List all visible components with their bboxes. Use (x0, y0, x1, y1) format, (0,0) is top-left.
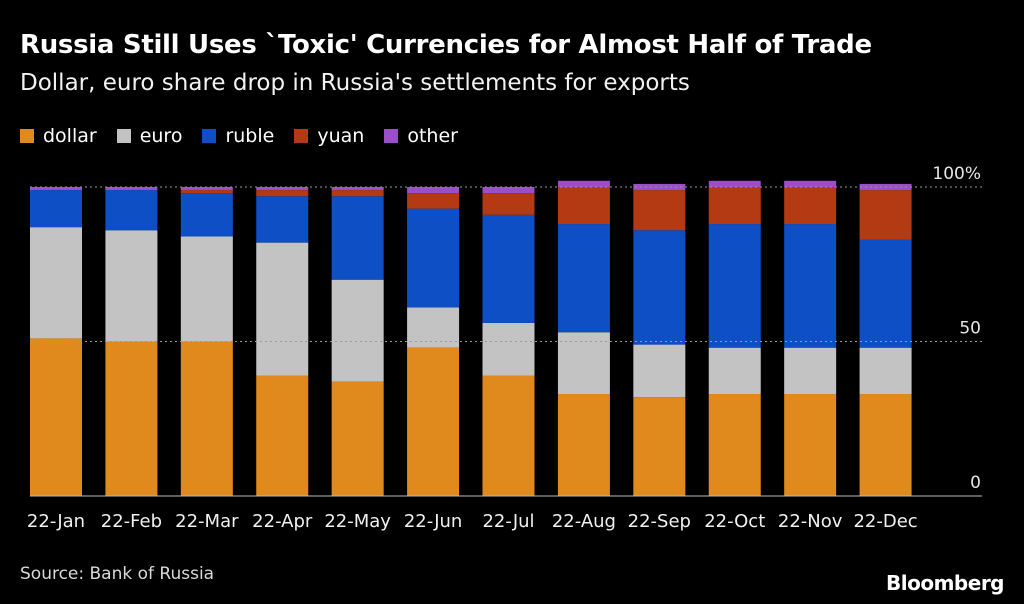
bar-dollar-22-Jan (30, 338, 82, 496)
x-tick-label-22-Jan: 22-Jan (27, 511, 85, 532)
legend-swatch-yuan (294, 129, 309, 143)
bar-euro-22-Dec (859, 347, 912, 395)
x-tick-label-22-Jun: 22-Jun (404, 511, 463, 532)
x-tick-label-22-Jul: 22-Jul (482, 511, 534, 532)
x-tick-label-22-Apr: 22-Apr (252, 511, 313, 532)
legend-swatch-euro (116, 129, 131, 143)
bar-euro-22-Apr (256, 242, 309, 376)
legend: dollar euro ruble yuan other (20, 125, 458, 147)
bar-dollar-22-Nov (784, 394, 837, 496)
bar-ruble-22-Jul (482, 214, 535, 323)
bar-yuan-22-Nov (784, 187, 837, 225)
legend-item-other: other (384, 125, 458, 147)
bar-dollar-22-Jun (407, 347, 460, 496)
legend-swatch-ruble (202, 129, 217, 143)
x-tick-label-22-Sep: 22-Sep (628, 511, 691, 532)
bar-yuan-22-Dec (859, 190, 912, 240)
bar-ruble-22-Aug (557, 224, 610, 333)
bar-other-22-Nov (784, 180, 837, 187)
bar-other-22-May (331, 187, 384, 191)
legend-label-other: other (407, 125, 458, 147)
bar-ruble-22-Mar (180, 193, 233, 237)
legend-label-ruble: ruble (225, 125, 275, 147)
x-tick-label-22-Mar: 22-Mar (175, 511, 239, 532)
legend-label-dollar: dollar (43, 125, 97, 147)
bar-ruble-22-Feb (105, 190, 158, 231)
bar-other-22-Oct (708, 180, 761, 187)
bar-dollar-22-Feb (105, 341, 158, 496)
legend-item-ruble: ruble (202, 125, 274, 147)
bar-euro-22-Feb (105, 230, 158, 342)
bar-yuan-22-Oct (708, 187, 761, 225)
bar-other-22-Jan (30, 187, 82, 191)
bar-euro-22-Jan (30, 227, 82, 339)
bar-dollar-22-Oct (708, 394, 761, 496)
x-tick-label-22-Feb: 22-Feb (101, 511, 162, 532)
bar-euro-22-Mar (180, 236, 233, 342)
x-tick-label-22-Dec: 22-Dec (853, 511, 917, 532)
bar-yuan-22-Sep (633, 190, 686, 231)
legend-swatch-dollar (20, 129, 34, 143)
legend-label-yuan: yuan (317, 125, 365, 147)
bar-yuan-22-Jul (482, 193, 535, 215)
bar-other-22-Jul (482, 187, 535, 194)
bar-other-22-Aug (557, 180, 610, 187)
bar-yuan-22-Jun (407, 193, 460, 209)
bar-ruble-22-Apr (256, 196, 309, 243)
legend-label-euro: euro (139, 125, 183, 147)
bar-other-22-Mar (180, 187, 233, 191)
bar-ruble-22-Sep (633, 230, 686, 345)
x-tick-label-22-Oct: 22-Oct (704, 511, 765, 532)
y-tick-label-0: 0 (970, 473, 981, 493)
bar-dollar-22-May (331, 381, 384, 496)
bar-ruble-22-Dec (859, 239, 912, 348)
bar-yuan-22-May (331, 190, 384, 197)
bar-dollar-22-Jul (482, 375, 535, 496)
y-tick-label-50: 50 (959, 319, 981, 339)
source-note: Source: Bank of Russia (20, 564, 215, 584)
bar-ruble-22-Jun (407, 208, 460, 308)
x-tick-label-22-May: 22-May (324, 511, 391, 532)
bar-ruble-22-Oct (708, 224, 761, 348)
bar-dollar-22-Aug (557, 394, 610, 496)
bar-other-22-Apr (256, 187, 309, 191)
bar-dollar-22-Apr (256, 375, 309, 496)
bloomberg-logo: Bloomberg (886, 571, 1004, 595)
bar-dollar-22-Sep (633, 397, 686, 496)
bar-euro-22-May (331, 279, 384, 382)
y-tick-label-100: 100% (932, 164, 981, 184)
x-tick-label-22-Aug: 22-Aug (552, 511, 616, 532)
bar-euro-22-Oct (708, 347, 761, 395)
legend-item-dollar: dollar (20, 125, 97, 147)
bar-dollar-22-Mar (180, 341, 233, 496)
bar-euro-22-Jun (407, 307, 460, 348)
bar-ruble-22-May (331, 196, 384, 280)
bar-yuan-22-Aug (557, 187, 610, 225)
legend-item-euro: euro (116, 125, 183, 147)
legend-swatch-other (384, 129, 399, 143)
bar-ruble-22-Nov (784, 224, 837, 348)
x-tick-label-22-Nov: 22-Nov (778, 511, 843, 532)
bar-other-22-Jun (407, 187, 460, 194)
bar-other-22-Feb (105, 187, 158, 191)
bar-euro-22-Nov (784, 347, 837, 395)
bar-yuan-22-Apr (256, 190, 309, 197)
bar-yuan-22-Mar (180, 190, 233, 194)
bar-euro-22-Jul (482, 322, 535, 376)
bar-euro-22-Aug (557, 332, 610, 395)
bar-dollar-22-Dec (859, 394, 912, 496)
bar-euro-22-Sep (633, 344, 686, 398)
bar-ruble-22-Jan (30, 190, 82, 228)
chart-title: Russia Still Uses `Toxic' Currencies for… (20, 30, 872, 60)
legend-item-yuan: yuan (294, 125, 364, 147)
bar-other-22-Sep (633, 183, 686, 191)
chart-subtitle: Dollar, euro share drop in Russia's sett… (20, 70, 690, 96)
